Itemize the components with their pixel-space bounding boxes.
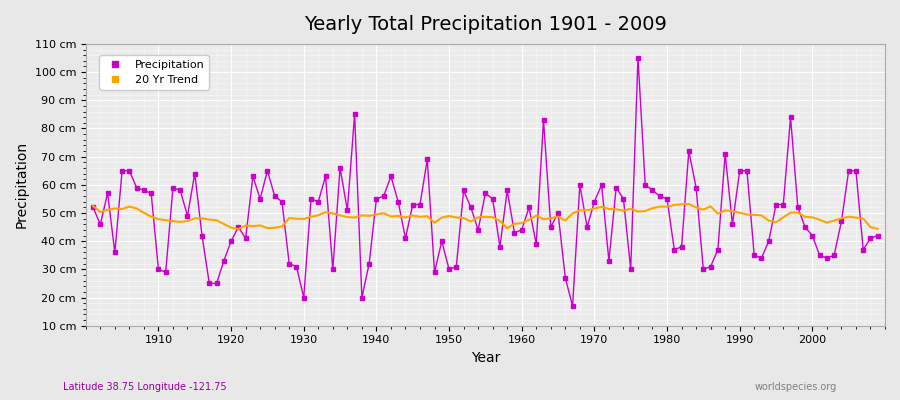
X-axis label: Year: Year bbox=[471, 351, 500, 365]
Title: Yearly Total Precipitation 1901 - 2009: Yearly Total Precipitation 1901 - 2009 bbox=[304, 15, 667, 34]
Legend: Precipitation, 20 Yr Trend: Precipitation, 20 Yr Trend bbox=[99, 55, 209, 90]
Text: Latitude 38.75 Longitude -121.75: Latitude 38.75 Longitude -121.75 bbox=[63, 382, 227, 392]
Text: worldspecies.org: worldspecies.org bbox=[755, 382, 837, 392]
Y-axis label: Precipitation: Precipitation bbox=[15, 141, 29, 228]
